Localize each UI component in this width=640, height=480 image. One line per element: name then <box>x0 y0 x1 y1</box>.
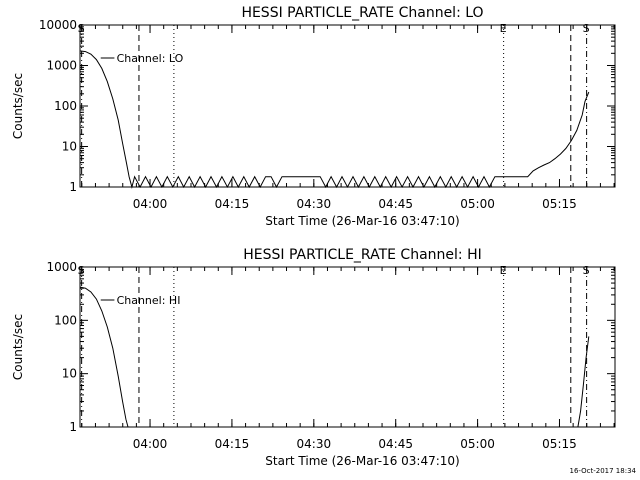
event-marker-label: S <box>583 22 590 35</box>
x-tick-label: 04:45 <box>378 197 413 211</box>
data-series-line-end <box>577 336 590 428</box>
x-tick-label: 04:15 <box>215 197 250 211</box>
y-tick-label: 100 <box>54 313 77 327</box>
y-axis-label: Counts/sec <box>11 314 25 380</box>
lo-channel-panel: HESSI PARTICLE_RATE Channel: LO Counts/se… <box>11 5 616 228</box>
x-axis-label: Start Time (26-Mar-16 03:47:10) <box>265 214 459 228</box>
legend-label: Channel: HI <box>117 294 181 307</box>
generation-timestamp: 16-Oct-2017 18:34 <box>569 467 636 475</box>
x-tick-label: 04:45 <box>378 437 413 451</box>
y-tick-label: 1000 <box>46 59 77 73</box>
x-tick-label: 05:00 <box>460 197 495 211</box>
y-axis-label: Counts/sec <box>11 73 25 139</box>
x-tick-label: 04:00 <box>133 197 168 211</box>
y-tick-label: 1 <box>69 420 77 434</box>
event-marker-label: S <box>583 264 590 277</box>
event-marker-label: S <box>78 22 85 35</box>
data-series-line <box>79 50 590 189</box>
plot-frame <box>79 266 616 428</box>
x-tick-label: 04:15 <box>215 437 250 451</box>
legend-label: Channel: LO <box>117 52 184 65</box>
x-tick-label: 04:30 <box>297 197 332 211</box>
event-marker-label: E <box>500 264 507 277</box>
plot-frame <box>79 24 616 188</box>
x-tick-label: 05:15 <box>542 437 577 451</box>
y-tick-label: 10 <box>62 367 77 381</box>
chart-title: HESSI PARTICLE_RATE Channel: LO <box>241 5 483 21</box>
y-tick-label: 1000 <box>46 260 77 274</box>
chart-title: HESSI PARTICLE_RATE Channel: HI <box>243 247 481 263</box>
event-marker-label: E <box>500 22 507 35</box>
x-axis-label: Start Time (26-Mar-16 03:47:10) <box>265 454 459 468</box>
x-tick-label: 04:30 <box>297 437 332 451</box>
x-tick-label: 05:00 <box>460 437 495 451</box>
hi-channel-panel: HESSI PARTICLE_RATE Channel: HI Counts/se… <box>11 247 616 468</box>
x-tick-label: 04:00 <box>133 437 168 451</box>
y-tick-label: 100 <box>54 99 77 113</box>
event-marker-label: S <box>78 264 85 277</box>
y-tick-label: 1 <box>69 180 77 194</box>
data-series-line <box>79 286 129 428</box>
y-tick-label: 10 <box>62 140 77 154</box>
y-tick-label: 10000 <box>39 18 77 32</box>
x-tick-label: 05:15 <box>542 197 577 211</box>
